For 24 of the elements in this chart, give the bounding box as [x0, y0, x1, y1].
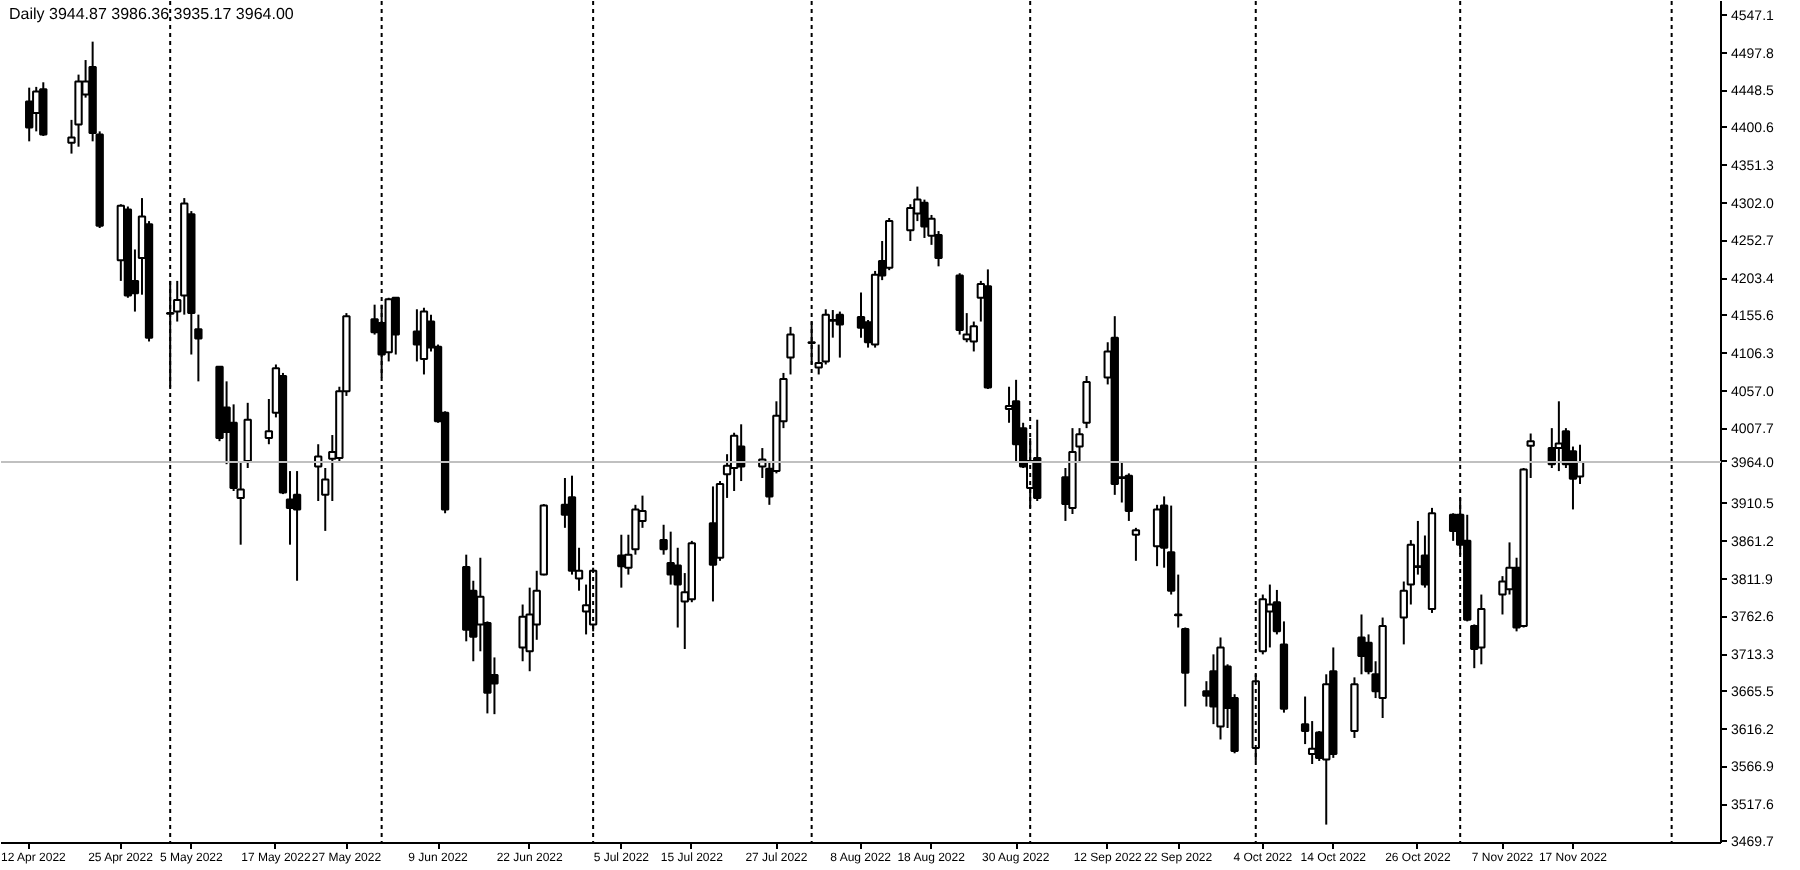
candlestick	[412, 308, 422, 363]
candlestick	[25, 86, 34, 143]
candlestick	[1477, 593, 1486, 666]
candlestick	[1181, 626, 1190, 708]
candlestick	[292, 470, 302, 582]
chart-title: Daily 3944.87 3986.36 3935.17 3964.00	[9, 5, 295, 23]
candlestick	[1209, 653, 1218, 726]
candlestick	[1350, 676, 1359, 739]
candlestick	[885, 217, 894, 272]
candlestick	[821, 308, 830, 366]
candlestick	[708, 485, 718, 603]
candlestick	[1554, 400, 1564, 473]
candlestick	[786, 325, 795, 376]
candlestick	[1131, 526, 1141, 562]
candlestick	[969, 320, 978, 353]
candlestick	[835, 310, 845, 359]
candlestick	[243, 401, 252, 470]
candlestick	[391, 296, 400, 356]
candlestick	[1011, 378, 1021, 463]
candlestick	[1082, 374, 1091, 430]
candlestick	[39, 81, 48, 137]
candlestick	[1357, 613, 1366, 676]
candlestick	[617, 533, 626, 589]
candlestick	[518, 603, 527, 663]
